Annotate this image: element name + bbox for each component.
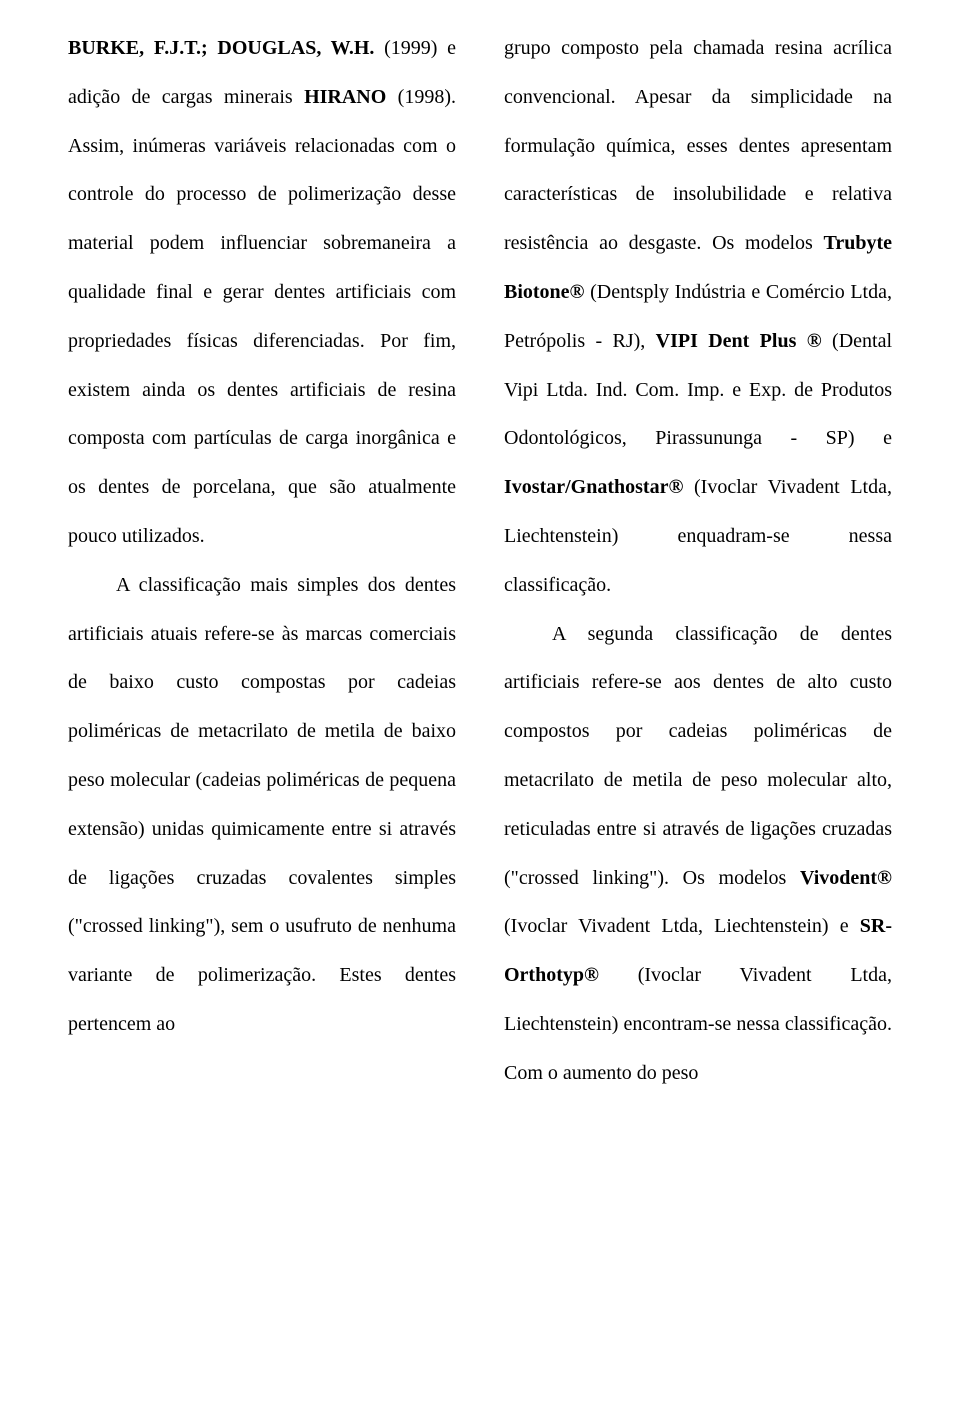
two-column-layout: BURKE, F.J.T.; DOUGLAS, W.H. (1999) e ad…	[68, 24, 892, 1098]
right-paragraph-1: grupo composto pela chamada resina acríl…	[504, 24, 892, 610]
right-column: grupo composto pela chamada resina acríl…	[504, 24, 892, 1098]
left-paragraph-1: BURKE, F.J.T.; DOUGLAS, W.H. (1999) e ad…	[68, 24, 456, 561]
right-paragraph-2: A segunda classificação de dentes artifi…	[504, 610, 892, 1098]
left-paragraph-2: A classificação mais simples dos dentes …	[68, 561, 456, 1049]
left-column: BURKE, F.J.T.; DOUGLAS, W.H. (1999) e ad…	[68, 24, 456, 1098]
